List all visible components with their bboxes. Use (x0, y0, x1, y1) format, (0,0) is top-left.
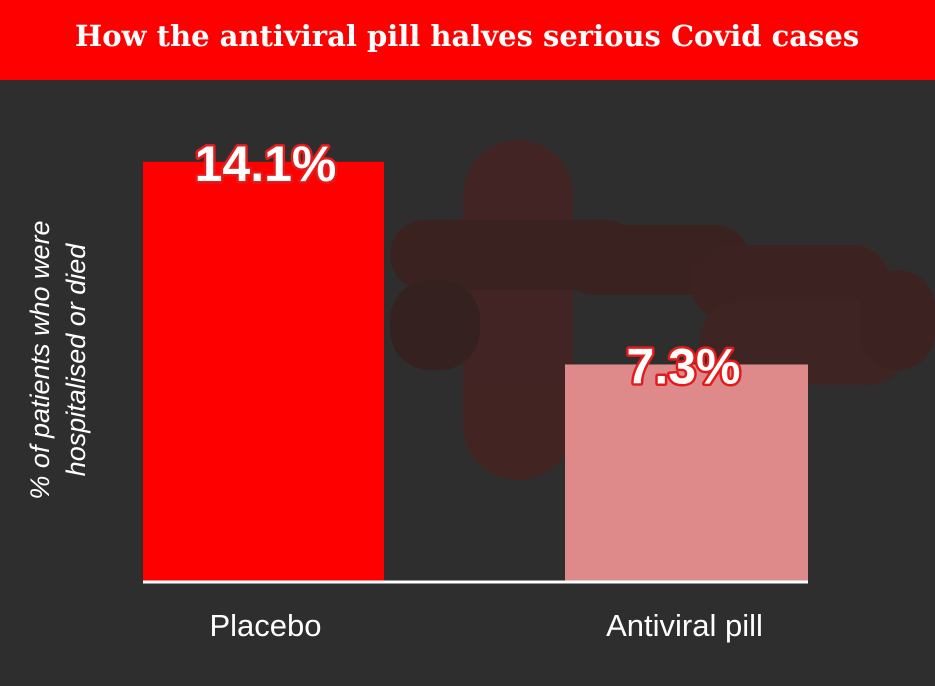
bar (565, 364, 808, 582)
pill-photo (390, 140, 935, 480)
capsule (690, 245, 890, 320)
capsule (390, 220, 640, 290)
y-axis-label-line: % of patients who were (25, 220, 55, 499)
bar (143, 161, 384, 582)
title-bar (0, 0, 935, 80)
value-label: 7.3% (627, 339, 741, 395)
capsule (560, 225, 750, 295)
capsule (700, 300, 910, 385)
capsule (463, 140, 573, 480)
x-tick-label: Placebo (209, 608, 321, 643)
capsule (390, 280, 480, 370)
chart-title: How the antiviral pill halves serious Co… (75, 19, 859, 53)
x-tick-label: Antiviral pill (606, 608, 763, 643)
y-axis-label-line: hospitalised or died (61, 243, 91, 477)
capsule (860, 270, 935, 370)
y-axis-label: % of patients who were hospitalised or di… (25, 220, 91, 499)
value-label: 14.1% (195, 136, 337, 192)
